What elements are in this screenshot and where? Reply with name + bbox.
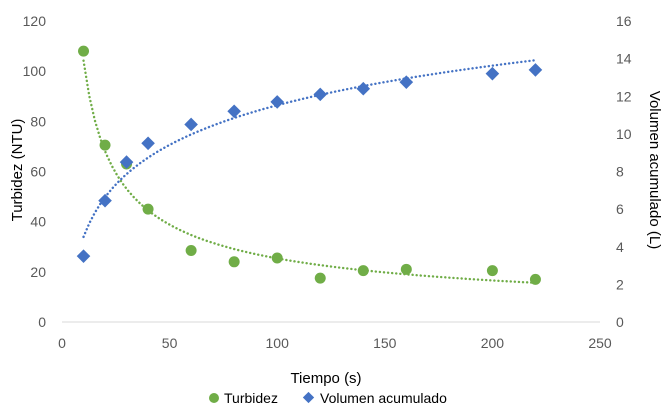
y-tick-label: 20 <box>30 264 46 280</box>
y-tick-label: 60 <box>30 164 46 180</box>
turbidez-point <box>78 45 90 57</box>
y2-tick-label: 12 <box>616 88 632 104</box>
volumen-point <box>227 104 241 119</box>
turbidez-point <box>314 272 326 284</box>
x-tick-label: 200 <box>481 335 505 351</box>
volumen-point <box>76 249 91 263</box>
y-tick-label: 80 <box>30 113 46 129</box>
y2-tick-label: 2 <box>616 276 624 292</box>
legend-marker-volumen <box>302 391 315 404</box>
y2-tick-label: 10 <box>616 126 632 142</box>
turbidez-point <box>529 273 541 285</box>
turbidez-point <box>185 245 197 257</box>
volumen-point <box>184 117 198 132</box>
y2-tick-label: 8 <box>616 164 624 180</box>
volumen-point <box>270 95 284 109</box>
x-tick-label: 250 <box>588 335 612 351</box>
volumen-point <box>119 155 134 169</box>
x-tick-label: 50 <box>162 335 178 351</box>
y2-tick-label: 4 <box>616 239 624 255</box>
turbidez-point <box>400 263 412 275</box>
turbidez-point <box>486 265 498 277</box>
legend-marker-turbidez <box>209 393 219 403</box>
legend: Turbidez Volumen acumulado <box>209 390 447 406</box>
legend-label-turbidez: Turbidez <box>224 390 278 406</box>
y-tick-label: 120 <box>23 13 47 29</box>
turbidez-point <box>142 203 154 215</box>
y2-tick-label: 6 <box>616 201 624 217</box>
turbidez-point <box>271 252 283 264</box>
tick-labels: 0 50 100 150 200 2500204060801001200246810121… <box>23 13 632 351</box>
y2-tick-label: 14 <box>616 51 632 67</box>
volumen-point <box>141 136 155 151</box>
y2-tick-label: 0 <box>616 314 624 330</box>
x-tick-label: 100 <box>266 335 290 351</box>
volumen-point <box>485 66 500 81</box>
volumen-point <box>528 63 543 77</box>
y-tick-label: 0 <box>38 314 46 330</box>
y-axis-title: Turbidez (NTU) <box>9 119 26 222</box>
turbidez-point <box>228 256 240 268</box>
volumen-point <box>98 193 112 208</box>
data-points <box>76 45 543 285</box>
volumen-point <box>356 81 371 96</box>
y-tick-label: 100 <box>23 63 47 79</box>
x-axis-title: Tiempo (s) <box>290 370 361 387</box>
y-tick-label: 40 <box>30 214 46 230</box>
legend-label-volumen: Volumen acumulado <box>320 390 447 406</box>
turbidez-point <box>99 139 111 151</box>
trendline-volumen <box>82 59 537 239</box>
trendlines <box>82 59 537 284</box>
x-tick-label: 0 <box>58 335 66 351</box>
x-tick-label: 150 <box>373 335 397 351</box>
y2-tick-label: 16 <box>616 13 632 29</box>
trendline-turbidez <box>82 59 537 284</box>
turbidez-point <box>357 265 369 277</box>
y2-axis-title: Volumen acumulado (L) <box>646 91 661 249</box>
volumen-point <box>399 75 414 89</box>
volumen-point <box>313 87 328 102</box>
